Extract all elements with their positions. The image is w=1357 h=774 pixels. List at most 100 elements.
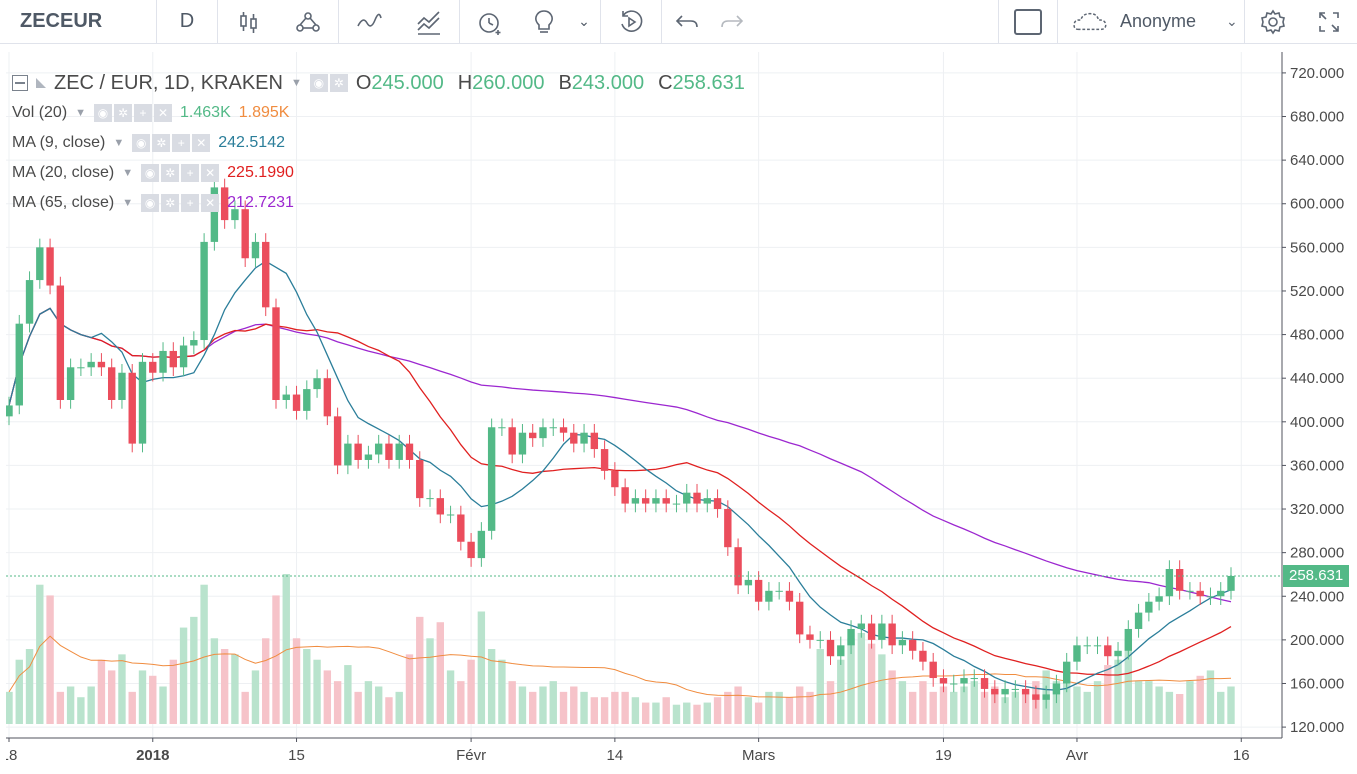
chart-pane[interactable]: 720.000 680.000 640.000 600.000 560.000 520.0… bbox=[6, 52, 1357, 774]
candle-body bbox=[1134, 612, 1143, 629]
volume-bar bbox=[487, 649, 496, 724]
volume-bar bbox=[374, 686, 383, 724]
indicator-menu-chevron-icon[interactable]: ▼ bbox=[75, 107, 87, 119]
candles-style-icon[interactable] bbox=[218, 0, 278, 44]
candle-body bbox=[693, 492, 701, 504]
add-icon[interactable]: + bbox=[181, 194, 200, 212]
volume-bar bbox=[426, 638, 434, 724]
indicator-menu-chevron-icon[interactable]: ▼ bbox=[113, 137, 125, 149]
redo-icon[interactable] bbox=[712, 0, 752, 44]
ohlc-b: B243.000 bbox=[558, 72, 644, 95]
candle-body bbox=[200, 241, 208, 341]
indicator-controls: ◉ ✲ + ✕ bbox=[94, 104, 173, 122]
interval-button[interactable]: D bbox=[179, 10, 195, 32]
gear-icon[interactable]: ✲ bbox=[161, 194, 180, 212]
candle-body bbox=[888, 623, 896, 646]
series-menu-chevron-icon[interactable]: ▼ bbox=[290, 77, 302, 89]
indicator-name[interactable]: MA (65, close) bbox=[12, 194, 115, 211]
volume-bar bbox=[169, 659, 177, 724]
eye-icon[interactable]: ◉ bbox=[309, 74, 328, 92]
volume-bar bbox=[970, 681, 978, 724]
volume-bar bbox=[200, 584, 208, 724]
gear-icon[interactable]: ✲ bbox=[152, 134, 171, 152]
close-icon[interactable]: ✕ bbox=[192, 134, 211, 152]
volume-bar bbox=[385, 697, 393, 724]
close-icon[interactable]: ✕ bbox=[201, 194, 220, 212]
candle-body bbox=[292, 394, 301, 411]
volume-bar bbox=[1175, 694, 1184, 724]
volume-bar bbox=[878, 654, 886, 724]
volume-bar bbox=[1093, 681, 1102, 724]
volume-bar bbox=[395, 691, 403, 724]
gear-icon[interactable]: ✲ bbox=[114, 104, 133, 122]
volume-bar bbox=[857, 632, 866, 724]
volume-bar bbox=[919, 681, 927, 724]
volume-bar bbox=[724, 691, 732, 724]
eye-icon[interactable]: ◉ bbox=[94, 104, 113, 122]
volume-bar bbox=[652, 702, 660, 724]
candle-body bbox=[190, 340, 198, 346]
candle-body bbox=[1227, 575, 1235, 591]
collapse-legend-icon[interactable] bbox=[12, 75, 28, 91]
add-icon[interactable]: + bbox=[172, 134, 191, 152]
volume-bar bbox=[1021, 694, 1030, 724]
volume-bar bbox=[436, 622, 444, 724]
undo-icon[interactable] bbox=[662, 0, 712, 44]
eye-icon[interactable]: ◉ bbox=[141, 164, 160, 182]
ideas-lightbulb-icon[interactable] bbox=[520, 0, 568, 44]
close-icon[interactable]: ✕ bbox=[201, 164, 220, 182]
layout-button[interactable] bbox=[999, 0, 1057, 44]
settings-gear-icon[interactable] bbox=[1245, 0, 1301, 44]
indicator-value: 1.463K bbox=[180, 104, 231, 121]
volume-bar bbox=[251, 670, 260, 724]
price-tick-label: 160.000 bbox=[1290, 675, 1344, 692]
volume-bar bbox=[210, 638, 219, 724]
chevron-down-icon: ⌄ bbox=[1226, 13, 1238, 29]
volume-bar bbox=[262, 638, 270, 724]
save-layout-button[interactable]: Anonyme ⌄ bbox=[1058, 0, 1244, 44]
fullscreen-icon[interactable] bbox=[1301, 0, 1357, 44]
volume-bar bbox=[662, 697, 670, 724]
eye-icon[interactable]: ◉ bbox=[141, 194, 160, 212]
add-icon[interactable]: + bbox=[181, 164, 200, 182]
candle-body bbox=[333, 416, 342, 466]
volume-bar bbox=[303, 649, 311, 724]
candle-body bbox=[724, 509, 732, 548]
candle-body bbox=[262, 241, 270, 308]
replay-icon[interactable] bbox=[601, 0, 661, 44]
indicator-menu-chevron-icon[interactable]: ▼ bbox=[122, 197, 134, 209]
indicator-name[interactable]: Vol (20) bbox=[12, 104, 68, 121]
candle-body bbox=[210, 187, 219, 242]
candle-body bbox=[919, 650, 927, 662]
volume-bar bbox=[1134, 681, 1143, 724]
indicator-name[interactable]: MA (20, close) bbox=[12, 164, 115, 181]
ideas-dropdown-chevron-icon[interactable]: ⌄ bbox=[578, 13, 590, 29]
series-title[interactable]: ZEC / EUR, 1D, KRAKEN bbox=[54, 71, 283, 94]
volume-bar bbox=[775, 691, 783, 724]
candle-body bbox=[36, 247, 44, 281]
volume-bar bbox=[364, 681, 373, 724]
gear-icon[interactable]: ✲ bbox=[161, 164, 180, 182]
alert-clock-icon[interactable] bbox=[460, 0, 520, 44]
candle-body bbox=[754, 579, 763, 602]
ma65-line bbox=[8, 307, 1232, 603]
close-icon[interactable]: ✕ bbox=[154, 104, 173, 122]
price-tick-label: 240.000 bbox=[1290, 588, 1344, 605]
templates-icon[interactable] bbox=[399, 0, 459, 44]
indicators-icon[interactable] bbox=[339, 0, 399, 44]
eye-icon[interactable]: ◉ bbox=[132, 134, 151, 152]
indicator-menu-chevron-icon[interactable]: ▼ bbox=[122, 167, 134, 179]
candle-body bbox=[939, 678, 948, 684]
candle-body bbox=[775, 590, 783, 592]
candle-body bbox=[950, 683, 958, 685]
indicator-name[interactable]: MA (9, close) bbox=[12, 134, 106, 151]
symbol-search-button[interactable]: ZECEUR bbox=[20, 10, 103, 32]
time-tick-label: 2018 bbox=[136, 747, 169, 764]
add-icon[interactable]: + bbox=[134, 104, 153, 122]
volume-bar bbox=[36, 584, 44, 724]
toolbar-divider bbox=[156, 0, 157, 44]
gear-icon[interactable]: ✲ bbox=[329, 74, 348, 92]
volume-bar bbox=[529, 691, 537, 724]
price-chart[interactable]: 720.000 680.000 640.000 600.000 560.000 520.0… bbox=[6, 52, 1357, 774]
compare-icon[interactable] bbox=[278, 0, 338, 44]
